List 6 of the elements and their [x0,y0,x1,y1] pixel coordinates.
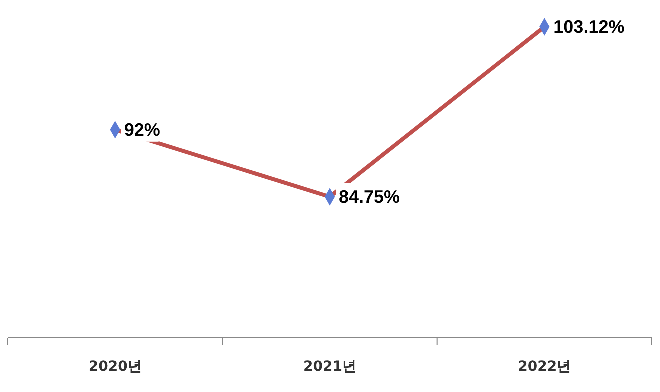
data-label: 84.75% [339,187,400,207]
x-tick-label: 2020년 [88,359,142,375]
x-tick-label: 2021년 [304,359,356,375]
x-tick-label: 2022년 [518,359,572,375]
data-label: 103.12% [554,17,625,37]
data-label: 92% [124,120,160,140]
